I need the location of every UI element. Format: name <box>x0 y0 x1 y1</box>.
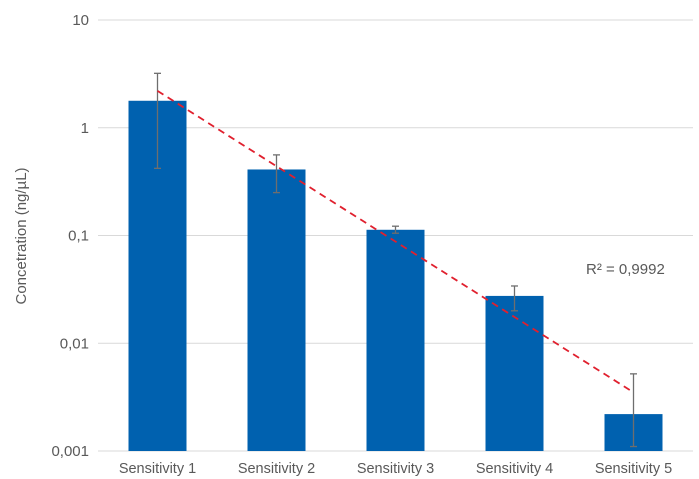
y-axis-ticks: 0,001 0,01 0,1 1 10 <box>51 12 89 460</box>
y-tick-label: 10 <box>72 12 89 29</box>
bar <box>485 295 544 451</box>
x-axis-labels: Sensitivity 1 Sensitivity 2 Sensitivity 3 S… <box>119 461 672 477</box>
bar <box>247 169 306 451</box>
x-tick-label: Sensitivity 2 <box>238 461 315 477</box>
y-axis-title: Concetration (ng/µL) <box>13 167 30 304</box>
error-bars <box>154 72 637 448</box>
y-tick-label: 0,1 <box>68 228 89 245</box>
x-tick-label: Sensitivity 4 <box>476 461 553 477</box>
y-tick-label: 0,01 <box>60 335 89 352</box>
x-tick-label: Sensitivity 1 <box>119 461 196 477</box>
bar <box>366 229 425 451</box>
x-tick-label: Sensitivity 3 <box>357 461 434 477</box>
y-tick-label: 1 <box>81 120 89 137</box>
trendline <box>157 90 634 394</box>
y-tick-label: 0,001 <box>51 443 89 460</box>
bars <box>128 100 663 451</box>
r-squared-annotation: R² = 0,9992 <box>586 261 665 278</box>
x-tick-label: Sensitivity 5 <box>595 461 672 477</box>
